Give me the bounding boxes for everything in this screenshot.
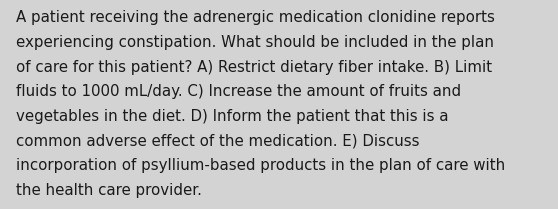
Text: of care for this patient? A) Restrict dietary fiber intake. B) Limit: of care for this patient? A) Restrict di… [16, 60, 492, 75]
Text: incorporation of psyllium-based products in the plan of care with: incorporation of psyllium-based products… [16, 158, 505, 173]
Text: A patient receiving the adrenergic medication clonidine reports: A patient receiving the adrenergic medic… [16, 10, 494, 25]
Text: vegetables in the diet. D) Inform the patient that this is a: vegetables in the diet. D) Inform the pa… [16, 109, 448, 124]
Text: fluids to 1000 mL/day. C) Increase the amount of fruits and: fluids to 1000 mL/day. C) Increase the a… [16, 84, 461, 99]
Text: experiencing constipation. What should be included in the plan: experiencing constipation. What should b… [16, 35, 494, 50]
Text: the health care provider.: the health care provider. [16, 183, 201, 198]
Text: common adverse effect of the medication. E) Discuss: common adverse effect of the medication.… [16, 134, 419, 149]
